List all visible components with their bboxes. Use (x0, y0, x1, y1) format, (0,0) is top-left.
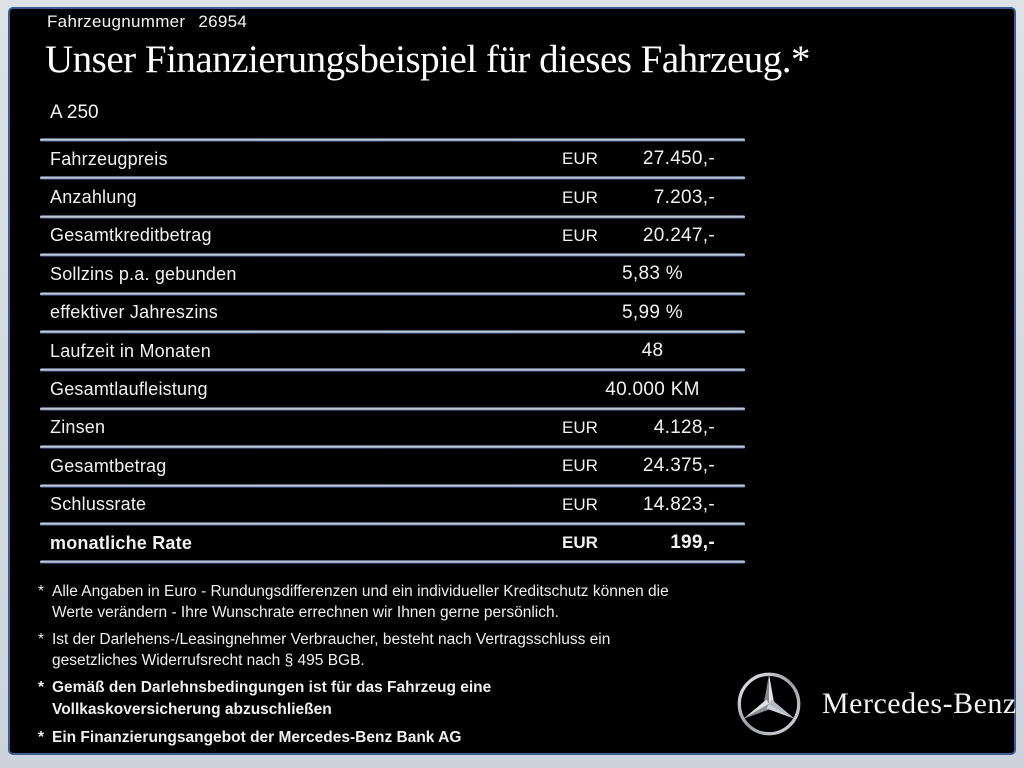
finance-table: Fahrzeugpreis EUR 27.450,- Anzahlung EUR 7.20… (40, 138, 745, 565)
row-currency: EUR (562, 225, 598, 245)
table-row: Sollzins p.a. gebunden 5,83 % (40, 257, 745, 291)
footnote: * Alle Angaben in Euro - Rundungsdifferen… (38, 581, 718, 623)
row-value-area: EUR 4.128,- (560, 411, 745, 445)
row-value: 48 (641, 340, 664, 362)
row-value: 40.000 KM (605, 378, 700, 400)
brand-block: Mercedes-Benz (736, 671, 1017, 737)
row-label: Sollzins p.a. gebunden (50, 263, 237, 284)
row-value: 27.450,- (642, 148, 715, 170)
row-separator (40, 368, 745, 373)
footnote-marker: * (38, 729, 45, 746)
footnote-text: Ist der Darlehens-/Leasingnehmer Verbrau… (52, 631, 611, 669)
row-value-area: EUR 7.203,- (560, 180, 745, 214)
row-label: Fahrzeugpreis (50, 148, 168, 169)
row-currency: EUR (562, 494, 598, 514)
footnotes: * Alle Angaben in Euro - Rundungsdifferen… (38, 581, 718, 755)
footnote: * Gemäß den Darlehnsbedingungen ist für d… (38, 677, 718, 721)
row-value: 4.128,- (653, 416, 715, 438)
table-row: Fahrzeugpreis EUR 27.450,- (40, 142, 745, 176)
row-value-area: EUR 199,- (560, 526, 745, 560)
page-title: Unser Finanzierungsbeispiel für dieses F… (45, 38, 811, 81)
footnote-text: Gemäß den Darlehnsbedingungen ist für da… (52, 679, 492, 718)
row-value: 14.823,- (642, 493, 715, 515)
footnote-marker: * (38, 679, 45, 696)
row-label: Gesamtlaufleistung (50, 379, 208, 400)
row-separator (40, 445, 745, 450)
footnote-text: Alle Angaben in Euro - Rundungsdifferenz… (52, 583, 669, 621)
row-value-area: 48 (560, 334, 745, 368)
table-row: Gesamtbetrag EUR 24.375,- (40, 449, 745, 483)
footnote: * Ein Finanzierungsangebot der Mercedes-B… (38, 727, 718, 749)
table-row: Gesamtlaufleistung 40.000 KM (40, 372, 745, 406)
mercedes-star-icon (737, 672, 801, 736)
table-row: Gesamtkreditbetrag EUR 20.247,- (40, 219, 745, 253)
table-row: effektiver Jahreszins 5,99 % (40, 296, 745, 330)
row-value-area: 5,99 % (560, 296, 745, 330)
row-label: Zinsen (50, 417, 106, 438)
row-value: 5,99 % (622, 301, 683, 323)
footnote-text: Ein Finanzierungsangebot der Mercedes-Be… (52, 729, 462, 746)
table-row: Schlussrate EUR 14.823,- (40, 488, 745, 522)
table-row: Laufzeit in Monaten 48 (40, 334, 745, 368)
row-label: Anzahlung (50, 187, 137, 208)
row-value: 199,- (670, 532, 715, 554)
row-value-area: EUR 27.450,- (560, 142, 745, 176)
row-label: Schlussrate (50, 494, 147, 515)
row-value-area: EUR 14.823,- (560, 488, 745, 522)
row-separator (40, 253, 745, 258)
row-currency: EUR (562, 417, 598, 437)
row-value-area: EUR 24.375,- (560, 449, 745, 483)
footnote-marker: * (38, 583, 45, 600)
row-currency: EUR (562, 187, 598, 207)
row-separator (40, 329, 745, 334)
row-label: effektiver Jahreszins (50, 302, 218, 323)
row-label: Gesamtbetrag (50, 455, 167, 476)
row-label: Laufzeit in Monaten (50, 340, 211, 361)
row-separator (40, 214, 745, 219)
row-separator (40, 138, 745, 142)
row-separator (40, 560, 745, 565)
model-name: A 250 (50, 102, 99, 123)
row-value: 24.375,- (642, 455, 715, 477)
row-currency: EUR (562, 456, 598, 476)
row-label: monatliche Rate (50, 532, 193, 553)
row-value: 20.247,- (642, 224, 715, 246)
footnote: * Ist der Darlehens-/Leasingnehmer Verbra… (38, 629, 718, 671)
row-separator (40, 176, 745, 181)
vehicle-number: Fahrzeugnummer 26954 (47, 12, 247, 32)
brand-name: Mercedes-Benz (822, 687, 1017, 720)
row-value: 7.203,- (653, 186, 715, 208)
table-row: monatliche Rate EUR 199,- (40, 526, 745, 560)
row-currency: EUR (562, 533, 598, 553)
row-currency: EUR (562, 149, 598, 169)
row-value-area: EUR 20.247,- (560, 219, 745, 253)
row-label: Gesamtkreditbetrag (50, 225, 212, 246)
vehicle-number-label: Fahrzeugnummer (47, 12, 186, 31)
vehicle-number-value: 26954 (198, 12, 248, 31)
row-separator (40, 406, 745, 411)
footnote-marker: * (38, 631, 45, 648)
row-separator (40, 291, 745, 296)
row-separator (40, 483, 745, 488)
row-value-area: 5,83 % (560, 257, 745, 291)
row-value-area: 40.000 KM (560, 372, 745, 406)
finance-panel: Fahrzeugnummer 26954 Unser Finanzierungsb… (8, 7, 1016, 755)
table-row: Anzahlung EUR 7.203,- (40, 180, 745, 214)
row-separator (40, 521, 745, 526)
table-row: Zinsen EUR 4.128,- (40, 411, 745, 445)
row-value: 5,83 % (622, 263, 683, 285)
